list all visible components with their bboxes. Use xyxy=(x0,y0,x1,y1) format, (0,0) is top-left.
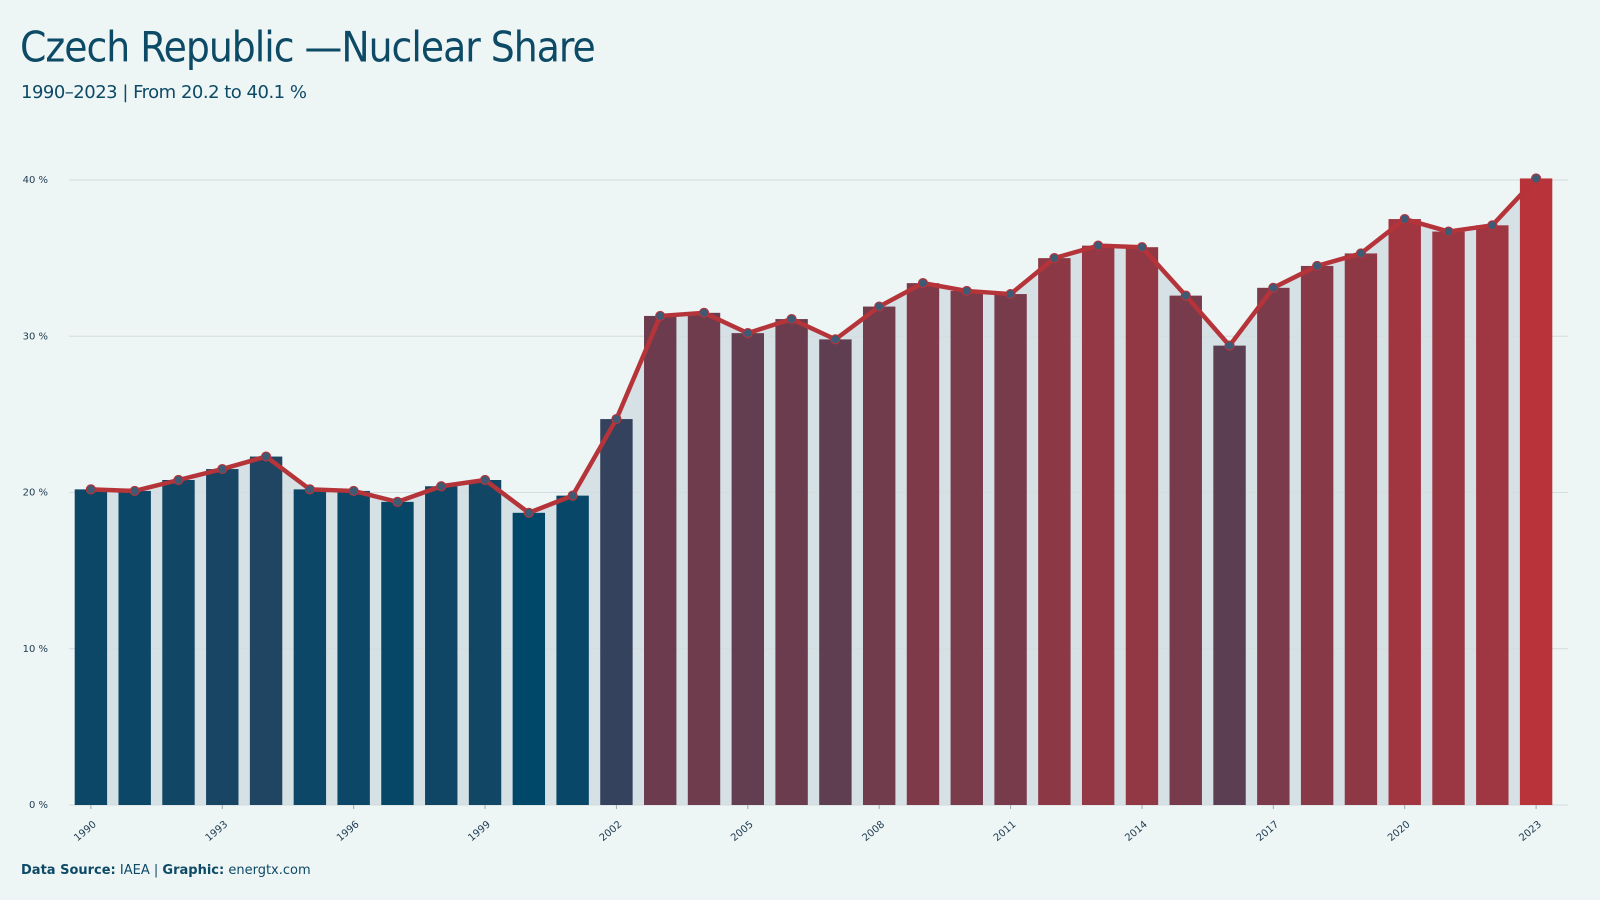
marker xyxy=(260,451,272,462)
marker xyxy=(1180,290,1191,301)
marker xyxy=(786,313,797,325)
bar xyxy=(687,312,721,805)
marker xyxy=(1531,173,1542,184)
marker xyxy=(523,507,534,518)
bar xyxy=(1519,178,1553,805)
marker xyxy=(611,413,622,425)
bar xyxy=(819,339,852,805)
source-label: Data Source: xyxy=(21,863,116,878)
bar xyxy=(293,489,327,805)
y-tick-label: 40 % xyxy=(23,175,48,186)
bar xyxy=(600,419,633,805)
x-tick-label: 1993 xyxy=(204,819,231,844)
marker xyxy=(217,463,228,475)
bar xyxy=(1125,247,1159,805)
marker xyxy=(567,490,578,501)
footer: Data Source: IAEA | Graphic: energtx.com xyxy=(21,863,311,878)
bar xyxy=(906,283,940,805)
x-tick-label: 2005 xyxy=(729,819,756,844)
x-tick-label: 2023 xyxy=(1517,819,1544,844)
bar xyxy=(994,294,1027,805)
bar xyxy=(118,490,151,805)
marker xyxy=(348,485,359,497)
marker xyxy=(304,484,315,495)
marker xyxy=(1443,226,1454,237)
x-tick-label: 2020 xyxy=(1386,819,1413,844)
bar xyxy=(1300,265,1334,805)
bar xyxy=(512,512,546,805)
graphic: energtx.com xyxy=(228,863,310,878)
y-tick-label: 30 % xyxy=(23,331,48,342)
marker xyxy=(85,484,96,495)
bar xyxy=(381,501,414,805)
x-tick-label: 1990 xyxy=(72,819,99,844)
marker xyxy=(129,485,140,497)
marker xyxy=(742,328,753,339)
bar xyxy=(775,319,808,805)
x-tick-label: 1996 xyxy=(335,819,362,844)
marker xyxy=(874,301,885,312)
marker xyxy=(1487,220,1498,231)
source: IAEA xyxy=(120,863,150,878)
marker xyxy=(392,496,403,507)
marker xyxy=(1005,288,1016,300)
chart-subtitle: 1990–2023 | From 20.2 to 40.1 % xyxy=(21,82,307,103)
x-tick-label: 2014 xyxy=(1123,819,1150,844)
bar xyxy=(1038,258,1071,805)
x-tick-label: 2002 xyxy=(598,819,625,844)
marker xyxy=(917,278,929,289)
marker xyxy=(698,307,710,318)
marker xyxy=(1049,253,1060,264)
bar xyxy=(249,456,283,805)
bar xyxy=(162,480,195,805)
bar xyxy=(74,489,108,805)
marker xyxy=(830,334,841,345)
graphic-label: Graphic: xyxy=(162,863,224,878)
x-tick-label: 2008 xyxy=(860,819,887,844)
marker xyxy=(655,310,666,322)
bar xyxy=(1257,287,1290,805)
marker xyxy=(479,474,491,486)
bar xyxy=(1213,345,1246,805)
x-tick-label: 2017 xyxy=(1255,819,1282,844)
bar xyxy=(1388,219,1421,805)
bar xyxy=(556,495,589,805)
line xyxy=(90,176,1538,516)
x-tick-label: 2011 xyxy=(992,819,1019,844)
bar xyxy=(468,480,502,805)
x-tick-label: 1999 xyxy=(466,819,493,844)
marker xyxy=(1399,213,1410,225)
y-tick-label: 20 % xyxy=(23,488,48,499)
marker xyxy=(1312,260,1323,272)
bar xyxy=(1344,253,1378,805)
marker xyxy=(173,474,184,486)
bar xyxy=(644,315,677,805)
marker xyxy=(1355,248,1367,259)
bar xyxy=(1476,225,1509,805)
separator: | xyxy=(154,863,158,878)
bar xyxy=(1169,295,1202,805)
bar xyxy=(425,486,458,805)
marker xyxy=(961,285,972,297)
bar xyxy=(206,469,239,805)
bar xyxy=(731,333,765,805)
marker xyxy=(436,481,447,492)
marker xyxy=(1268,282,1279,293)
marker xyxy=(1224,340,1235,351)
bar xyxy=(1432,231,1465,805)
marker xyxy=(1136,242,1148,253)
y-tick-label: 0 % xyxy=(29,800,48,811)
bar xyxy=(862,306,896,805)
bar xyxy=(950,290,983,805)
bar xyxy=(1081,245,1115,805)
bar xyxy=(337,490,370,805)
chart-title: Czech Republic —Nuclear Share xyxy=(20,23,595,72)
marker xyxy=(1093,240,1104,251)
y-tick-label: 10 % xyxy=(23,644,48,655)
